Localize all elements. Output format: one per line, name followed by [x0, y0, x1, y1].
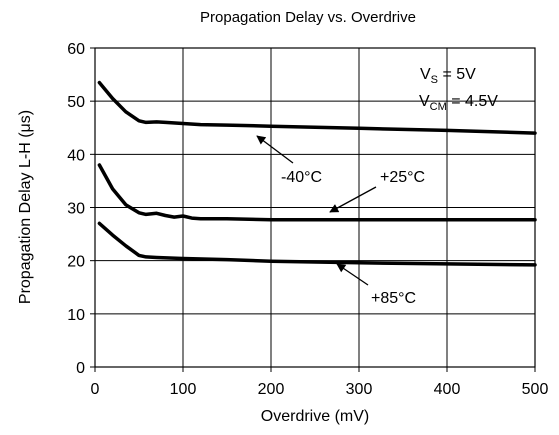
x-tick-label-0: 0	[91, 381, 100, 398]
chart-title: Propagation Delay vs. Overdrive	[200, 9, 416, 26]
x-tick-label-4: 400	[434, 381, 461, 398]
x-axis-ticks: 0 100 200 300 400 500	[91, 367, 549, 398]
y-axis-ticks: 0 10 20 30 40 50 60	[67, 41, 95, 377]
arrow-plus-25c	[329, 186, 377, 213]
vcm-main: V	[419, 93, 430, 110]
y-tick-label-1: 10	[67, 307, 85, 324]
vs-annotation: VS = 5V	[420, 66, 476, 86]
x-tick-label-2: 200	[258, 381, 285, 398]
data-series	[97, 80, 537, 267]
x-tick-label-1: 100	[170, 381, 197, 398]
arrow-plus-85c	[336, 263, 369, 286]
label-plus-25c: +25°C	[380, 169, 425, 186]
x-tick-label-3: 300	[346, 381, 373, 398]
x-tick-label-5: 500	[522, 381, 549, 398]
y-tick-label-2: 20	[67, 254, 85, 271]
vcm-annotation: VCM = 4.5V	[419, 93, 498, 113]
y-axis-label: Propagation Delay L-H (μs)	[17, 110, 34, 304]
y-tick-label-0: 0	[76, 360, 85, 377]
label-minus-40c: -40°C	[281, 169, 322, 186]
vcm-value: = 4.5V	[447, 93, 498, 110]
x-axis-label: Overdrive (mV)	[261, 408, 369, 425]
y-tick-label-4: 40	[67, 147, 85, 164]
arrow-minus-40c	[256, 135, 294, 164]
y-tick-label-5: 50	[67, 94, 85, 111]
vs-value: = 5V	[438, 66, 476, 83]
label-plus-85c: +85°C	[371, 290, 416, 307]
vs-main: V	[420, 66, 431, 83]
vs-subscript: S	[431, 74, 438, 86]
series-line-85-c	[97, 221, 537, 267]
y-tick-label-3: 30	[67, 201, 85, 218]
series-line-40-c	[97, 80, 537, 135]
series-line-25-c	[97, 163, 537, 222]
y-tick-label-6: 60	[67, 41, 85, 58]
vcm-subscript: CM	[430, 101, 447, 113]
